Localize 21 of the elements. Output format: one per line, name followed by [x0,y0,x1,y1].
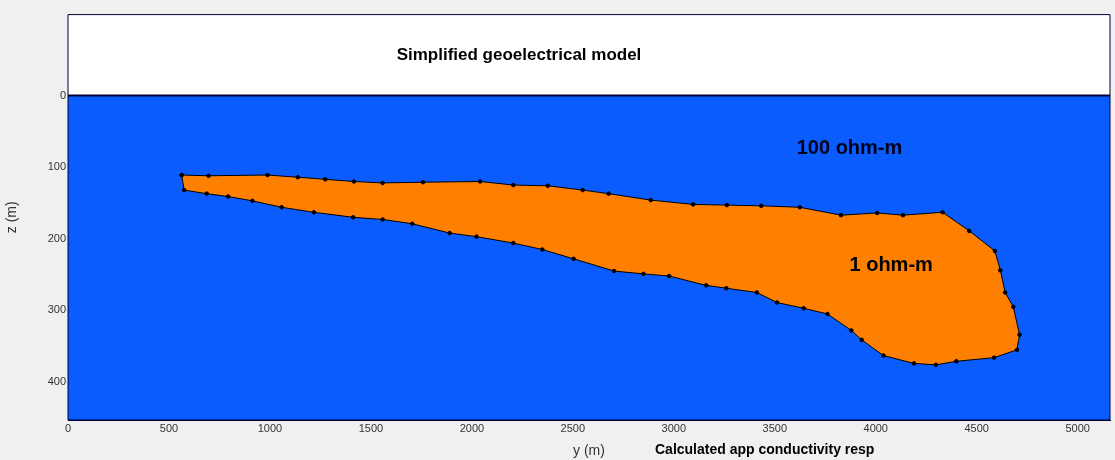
x-axis-title: y (m) [573,442,605,459]
x-tick-label: 5000 [1065,421,1090,434]
x-tick-label: 500 [159,421,179,434]
text: Simplified geoelectrical model [396,44,642,64]
y-tick-label: 100 [47,160,66,173]
x-tick-label: 4500 [964,421,989,434]
y-tick-label: 0 [59,88,66,101]
y-axis-title: z (m) [3,201,20,234]
x-tick-label: 3500 [762,421,788,434]
x-tick-label: 1000 [257,421,283,434]
y-tick-label: 300 [47,303,66,316]
x-tick-label: 1500 [358,421,384,434]
text: Calculated app conductivity resp [655,440,875,457]
annotation: 1 ohm-m [849,253,933,276]
x-tick-label: 2000 [459,421,485,434]
x-tick-label: 4000 [863,421,888,434]
y-tick-label: 400 [47,375,66,388]
x-tick-label: 3000 [661,421,687,434]
x-tick-label: 2500 [560,421,586,434]
y-tick-label: 200 [47,231,66,244]
annotation: 100 ohm-m [796,135,903,158]
